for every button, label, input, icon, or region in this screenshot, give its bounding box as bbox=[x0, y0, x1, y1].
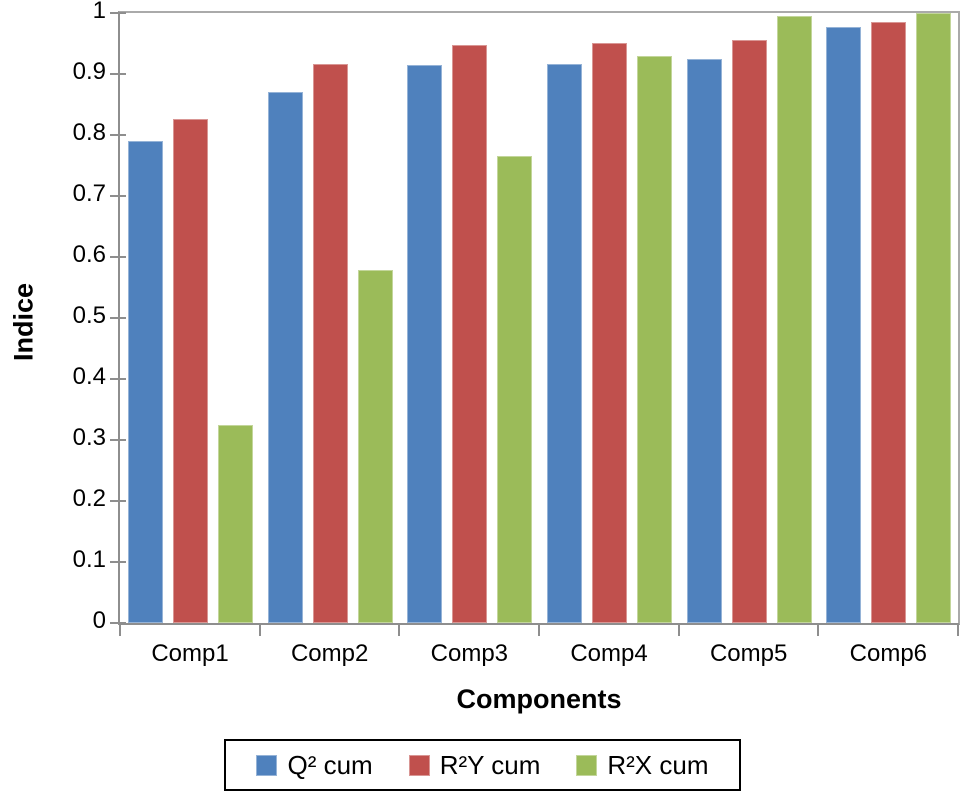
legend-item: R²Y cum bbox=[408, 750, 541, 780]
y-tick-label: 0.1 bbox=[72, 546, 106, 573]
y-axis-tick bbox=[110, 317, 126, 319]
x-axis-tick bbox=[817, 623, 820, 636]
plot-area bbox=[110, 11, 960, 636]
x-tick-label-Comp3: Comp3 bbox=[430, 640, 509, 667]
legend-item: R²X cum bbox=[576, 750, 709, 780]
y-tick-label: 0.8 bbox=[72, 119, 106, 146]
bar-Q²-cum-Comp6 bbox=[826, 27, 862, 623]
bar-R²Y-cum-Comp4 bbox=[592, 42, 627, 623]
y-axis-tick bbox=[110, 439, 126, 441]
bar-R²X-cum-Comp4 bbox=[637, 55, 672, 623]
y-tick-label: 0.7 bbox=[72, 180, 106, 207]
y-axis-tick-labels: 0 0.1 0.2 0.3 0.4 0.5 0.6 0.7 0.8 0.9 1 bbox=[0, 0, 106, 634]
bar-R²X-cum-Comp3 bbox=[497, 155, 533, 623]
y-axis-tick bbox=[110, 256, 126, 258]
y-axis-tick bbox=[110, 378, 126, 380]
bar-R²X-cum-Comp1 bbox=[218, 425, 253, 623]
legend: Q² cum R²Y cum R²X cum bbox=[224, 739, 741, 791]
legend-swatch-icon bbox=[256, 754, 278, 776]
bar-Q²-cum-Comp3 bbox=[407, 64, 443, 623]
bar-Q²-cum-Comp1 bbox=[128, 141, 163, 623]
y-tick-label: 0.2 bbox=[72, 485, 106, 512]
x-axis-tick bbox=[538, 623, 540, 636]
y-axis-tick bbox=[110, 500, 126, 502]
legend-label: Q² cum bbox=[287, 750, 373, 780]
bar-R²X-cum-Comp5 bbox=[776, 16, 812, 623]
x-tick-label-Comp5: Comp5 bbox=[709, 640, 788, 667]
x-axis-tick bbox=[398, 623, 401, 636]
legend-item: Q² cum bbox=[256, 750, 373, 780]
y-axis-tick bbox=[110, 73, 126, 75]
bar-R²Y-cum-Comp6 bbox=[871, 21, 907, 623]
legend-container: Q² cum R²Y cum R²X cum bbox=[0, 739, 965, 791]
x-axis-tick-labels: Comp1 Comp2 Comp3 Comp4 Comp5 Comp6 bbox=[120, 640, 960, 670]
y-axis-tick bbox=[110, 561, 126, 563]
y-axis-tick bbox=[110, 134, 126, 136]
x-axis-tick bbox=[957, 623, 959, 636]
legend-swatch-icon bbox=[408, 754, 430, 776]
y-tick-label: 0.4 bbox=[72, 363, 106, 390]
y-tick-label: 0.6 bbox=[72, 241, 106, 268]
legend-swatch-icon bbox=[576, 754, 598, 776]
bar-R²Y-cum-Comp5 bbox=[731, 40, 767, 623]
y-tick-label: 0.9 bbox=[72, 58, 106, 85]
x-axis-tick bbox=[258, 623, 261, 636]
y-axis-tick bbox=[110, 195, 126, 197]
x-tick-label-Comp6: Comp6 bbox=[849, 640, 928, 667]
x-tick-label-Comp2: Comp2 bbox=[290, 640, 369, 667]
y-tick-label: 0 bbox=[92, 607, 106, 634]
x-axis-tick bbox=[677, 623, 680, 636]
bar-R²Y-cum-Comp2 bbox=[312, 64, 348, 623]
x-axis-title: Components bbox=[456, 684, 622, 714]
bar-Q²-cum-Comp4 bbox=[547, 63, 582, 623]
x-axis-tick bbox=[119, 623, 121, 636]
y-tick-label: 0.3 bbox=[72, 424, 106, 451]
bar-Q²-cum-Comp2 bbox=[267, 91, 303, 623]
y-tick-label: 0.5 bbox=[72, 302, 106, 329]
y-axis-tick bbox=[110, 12, 126, 14]
y-axis-tick bbox=[110, 622, 126, 624]
legend-label: R²Y cum bbox=[439, 750, 541, 780]
bar-R²Y-cum-Comp3 bbox=[452, 45, 488, 623]
bar-R²X-cum-Comp2 bbox=[357, 269, 393, 623]
legend-label: R²X cum bbox=[607, 750, 709, 780]
x-tick-label-Comp1: Comp1 bbox=[151, 640, 229, 667]
bar-R²X-cum-Comp6 bbox=[916, 13, 952, 623]
x-tick-label-Comp4: Comp4 bbox=[570, 640, 648, 667]
bar-R²Y-cum-Comp1 bbox=[173, 118, 208, 623]
y-tick-label: 1 bbox=[92, 0, 106, 24]
bar-Q²-cum-Comp5 bbox=[686, 58, 722, 623]
